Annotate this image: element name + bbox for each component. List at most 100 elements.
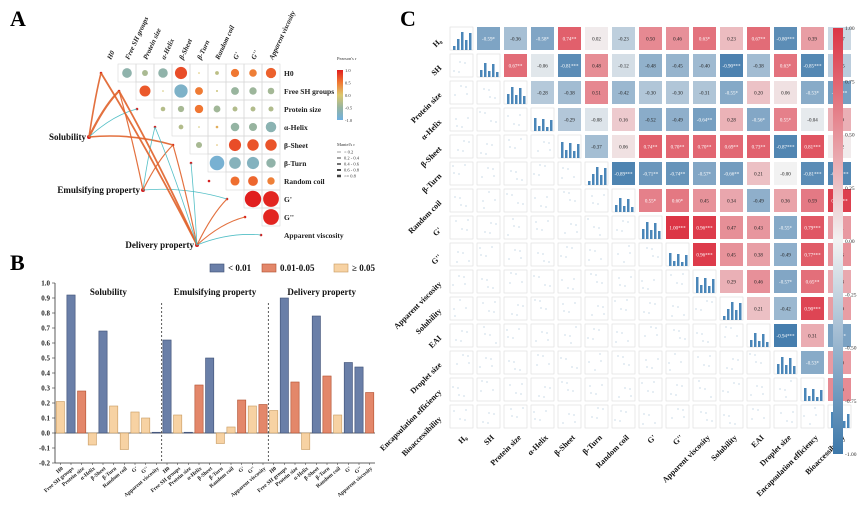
scatter-point — [560, 255, 562, 257]
scatter-point — [732, 358, 734, 360]
scatter-cell — [530, 404, 555, 429]
correlation-cell — [747, 189, 770, 212]
scatter-cell — [449, 107, 474, 132]
scatter-point — [494, 97, 496, 99]
x-tick-label: G'' — [140, 466, 150, 476]
scatter-point — [490, 120, 492, 122]
correlation-value: -0.52 — [645, 119, 656, 124]
scatter-point — [514, 368, 516, 370]
scatter-point — [493, 413, 495, 415]
column-label: G'' — [250, 49, 261, 61]
scatter-point — [515, 392, 517, 394]
scatter-cell — [584, 269, 609, 294]
correlation-cell — [801, 216, 824, 239]
scatter-cell — [476, 269, 501, 294]
scatter-point — [598, 227, 600, 229]
scatter-cell — [476, 323, 501, 348]
scatter-point — [619, 284, 621, 286]
scatter-point — [614, 300, 616, 302]
scatter-point — [460, 340, 462, 342]
x-tick-label: G' — [131, 466, 140, 475]
scatter-cell — [503, 323, 528, 348]
scatter-point — [700, 411, 702, 413]
scatter-point — [651, 248, 653, 250]
scatter-cell — [746, 377, 771, 402]
correlation-cell — [774, 297, 797, 320]
scatter-point — [463, 140, 465, 142]
correlation-value: -0.36 — [510, 38, 521, 43]
row-label: G' — [431, 226, 443, 238]
correlation-cell — [774, 81, 797, 104]
histogram-bar — [542, 119, 545, 131]
scatter-point — [521, 179, 523, 181]
pearson-tick: 0.5 — [345, 81, 351, 86]
correlation-value: 0.31 — [808, 335, 817, 340]
scatter-point — [617, 253, 619, 255]
pearson-colorbar — [337, 70, 343, 120]
histogram-bar — [492, 64, 495, 77]
scatter-point — [533, 173, 535, 175]
histogram-bar — [785, 365, 788, 374]
correlation-cell — [747, 243, 770, 266]
scatter-point — [537, 252, 539, 254]
scatter-point — [549, 149, 551, 151]
histogram-bar — [781, 357, 784, 374]
correlation-cell — [639, 27, 662, 50]
correlation-cell — [585, 108, 608, 131]
correlation-value: -0.81*** — [804, 173, 822, 178]
scatter-point — [645, 359, 647, 361]
scatter-point — [541, 229, 543, 231]
pearson-tick: -1.0 — [345, 118, 353, 123]
scatter-point — [482, 421, 484, 423]
pearson-tick: 1.0 — [345, 68, 351, 73]
histogram-bar — [704, 278, 707, 293]
scatter-point — [571, 247, 573, 249]
scatter-cell — [584, 350, 609, 375]
scatter-point — [462, 354, 464, 356]
scatter-point — [601, 384, 603, 386]
y-tick-label: -0.1 — [39, 445, 51, 453]
histogram-bar — [712, 279, 715, 293]
pearson-circle — [174, 84, 188, 98]
scatter-cell — [503, 188, 528, 213]
scatter-cell — [665, 350, 690, 375]
correlation-value: -0.45 — [672, 65, 683, 70]
pearson-circle — [142, 70, 148, 76]
scatter-point — [707, 341, 709, 343]
row-label: β-Sheet — [284, 141, 308, 150]
scatter-point — [479, 111, 481, 113]
scatter-point — [736, 335, 738, 337]
histogram-bar — [831, 412, 834, 428]
scatter-point — [682, 273, 684, 275]
correlation-cell — [747, 54, 770, 77]
scatter-point — [602, 408, 604, 410]
bar — [119, 432, 129, 450]
histogram-bar — [654, 223, 657, 239]
scatter-point — [711, 420, 713, 422]
scatter-point — [465, 86, 467, 88]
legend-label: ≥ 0.05 — [352, 263, 375, 273]
scatter-point — [484, 231, 486, 233]
histogram-bar — [739, 303, 742, 320]
scatter-point — [671, 417, 673, 419]
scatter-cell — [503, 296, 528, 321]
colorbar-tick-label: -1.00 — [845, 452, 857, 458]
pearson-circle — [266, 158, 276, 168]
scatter-point — [815, 414, 817, 416]
scatter-point — [535, 340, 537, 342]
scatter-point — [669, 369, 671, 371]
y-tick-label: 0.4 — [41, 370, 50, 378]
scatter-cell — [611, 296, 636, 321]
histogram-bar — [642, 229, 645, 239]
scatter-point — [792, 411, 794, 413]
scatter-point — [565, 358, 567, 360]
bar — [290, 381, 300, 434]
histogram-bar — [685, 255, 688, 266]
scatter-point — [561, 381, 563, 383]
histogram-bar — [623, 206, 626, 212]
scatter-point — [487, 286, 489, 288]
scatter-cell — [638, 296, 663, 321]
histogram-bar — [550, 120, 553, 131]
scatter-point — [591, 416, 593, 418]
pearson-circle — [178, 124, 184, 130]
